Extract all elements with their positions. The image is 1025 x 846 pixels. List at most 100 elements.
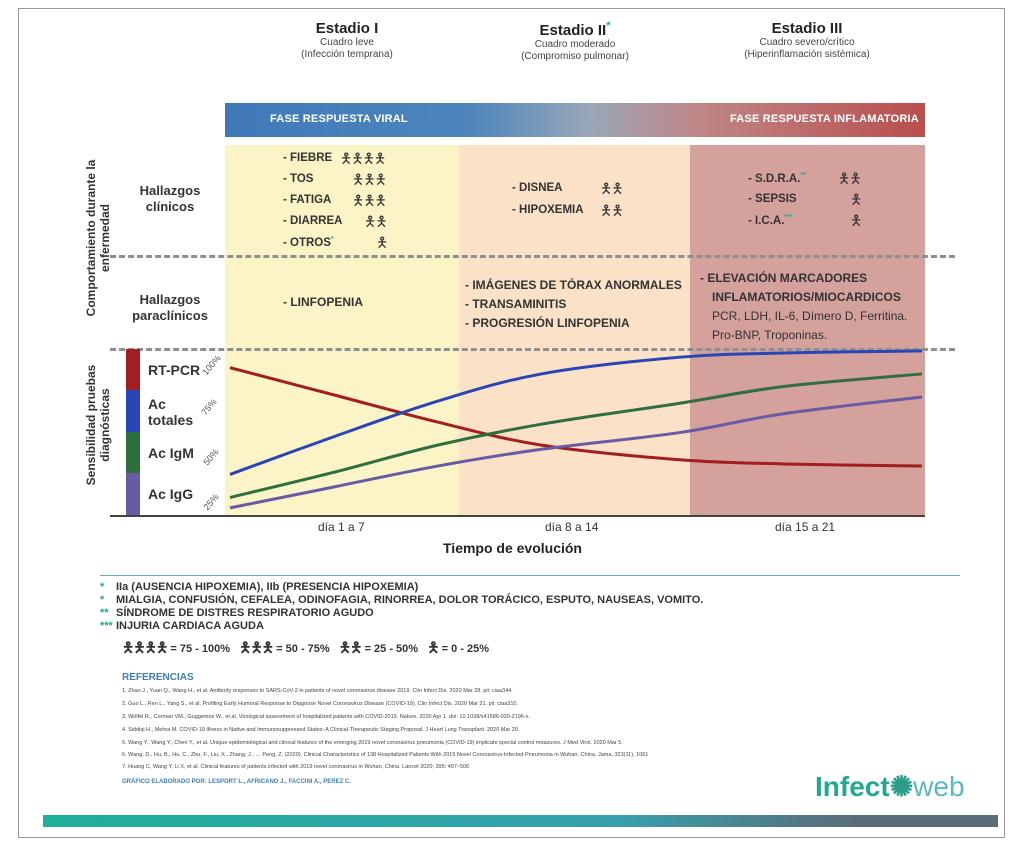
clinical-item: - FIEBRE (283, 152, 332, 164)
clinical-item-text: - OTROS (283, 236, 331, 249)
clinical-item-text: - SEPSIS (748, 193, 797, 205)
clinical-findings-label: Hallazgos clínicos (125, 183, 215, 215)
stage-subtitle: (Hiperinflamación sistémica) (744, 49, 870, 60)
clinical-item: - SEPSIS (748, 193, 797, 205)
test-label-ac-igg: Ac IgG (148, 486, 194, 502)
clinical-item-text: - TOS (283, 173, 314, 185)
infectoweb-logo[interactable]: Infect✺web (815, 770, 965, 803)
person-icons: 🯅 (427, 639, 439, 655)
clinical-item: - DISNEA (512, 182, 562, 194)
stage-1-column (225, 145, 459, 515)
legend-text: = 50 - 75% (276, 643, 330, 655)
reference-item: 6. Wang, D., Hu, B., Hu, C., Zhu, F., Li… (122, 752, 649, 758)
row-label-line: Hallazgos (139, 292, 201, 307)
person-icons: 🯅🯅🯅🯅 (340, 150, 386, 166)
footnote-mark: ** (100, 607, 109, 619)
person-icons: 🯅🯅 (838, 170, 862, 186)
person-icons: 🯅🯅 (600, 180, 624, 196)
footnote-text: SÍNDROME DE DISTRES RESPIRATORIO AGUDO (116, 607, 374, 619)
footnote-text: MIALGIA, CONFUSIÓN, CEFALEA, ODINOFAGIA,… (116, 594, 704, 606)
rt-pcr-swatch (126, 349, 140, 390)
legend-text: = 25 - 50% (364, 643, 419, 655)
test-label-ac-totales: Ac totales (148, 396, 194, 428)
clinical-item: - OTROS* (283, 236, 334, 249)
paraclinical-item: INFLAMATORIOS/MIOCARDICOS (712, 290, 901, 304)
paraclinical-item: - TRANSAMINITIS (465, 297, 567, 311)
row-divider (110, 255, 955, 258)
x-axis (110, 515, 925, 517)
stage-2-header: Estadio II* Cuadro moderado (Compromiso … (460, 20, 690, 63)
clinical-item-text: - FIEBRE (283, 152, 333, 164)
paraclinical-item: - LINFOPENIA (283, 295, 363, 309)
footnote-mark: ** (800, 172, 806, 179)
paraclinical-stage-1: - LINFOPENIA (283, 293, 363, 312)
row-label-line: Hallazgos (139, 183, 201, 198)
virus-icon: ✺ (889, 771, 914, 802)
logo-text: web (913, 771, 965, 802)
footnote: ** SÍNDROME DE DISTRES RESPIRATORIO AGUDO (100, 607, 374, 619)
paraclinical-item: - PROGRESIÓN LINFOPENIA (465, 316, 630, 330)
reference-item: 1. Zhao J., Yuan Q., Wang H., et al. Ant… (122, 688, 513, 694)
clinical-item: - S.D.R.A.** (748, 172, 806, 185)
test-label-ac-igm: Ac IgM (148, 445, 194, 461)
series-line-ac-igm (229, 372, 923, 499)
section-divider (100, 575, 960, 576)
series-line-ac-igg (229, 395, 923, 510)
x-tick-label: día 15 a 21 (775, 520, 836, 534)
stage-title: Estadio III (771, 20, 843, 37)
person-icons: 🯅🯅🯅 (352, 171, 387, 187)
paraclinical-item: Pro-BNP, Troponinas. (712, 328, 828, 342)
footnote-text: INJURIA CARDIACA AGUDA (116, 620, 264, 632)
stage-subtitle: (Compromiso pulmonar) (521, 51, 629, 62)
ac-igm-swatch (126, 432, 140, 473)
footnote-text: IIa (AUSENCIA HIPOXEMIA), IIb (PRESENCIA… (116, 581, 419, 593)
reference-item: 4. Siddiqi H., Mehra M. COVID-19 Illness… (122, 727, 520, 733)
phase-viral-label: FASE RESPUESTA VIRAL (270, 113, 408, 125)
person-icons: 🯅🯅 (338, 639, 363, 655)
clinical-item-text: - DISNEA (512, 182, 563, 194)
credit-line: GRÁFICO ELABORADO POR: LESPORT L., AFRIC… (122, 779, 351, 785)
clinical-item-text: - S.D.R.A. (748, 172, 801, 185)
paraclinical-item: PCR, LDH, IL-6, Dímero D, Ferritina. (712, 309, 908, 323)
stage-title: Estadio I (315, 20, 379, 37)
ac-totales-swatch (126, 390, 140, 432)
icon-legend: 🯅🯅🯅🯅 = 75 - 100% 🯅🯅🯅 = 50 - 75% 🯅🯅 = 25 … (122, 637, 489, 661)
row-divider (110, 348, 955, 351)
reference-item: 5. Wang Y., Wang Y., Chen Y., et al. Uni… (122, 740, 623, 746)
footnote-mark: *** (100, 620, 113, 632)
logo-text: Infect (815, 771, 890, 802)
legend-text: = 75 - 100% (170, 643, 230, 655)
footnote: * MIALGIA, CONFUSIÓN, CEFALEA, ODINOFAGIA… (100, 594, 703, 606)
references-title: REFERENCIAS (122, 672, 194, 683)
footnote-mark: * (100, 594, 105, 606)
test-label-rt-pcr: RT-PCR (148, 362, 201, 378)
paraclinical-item: - ELEVACIÓN MARCADORES (700, 271, 868, 285)
x-tick-label: día 8 a 14 (545, 520, 599, 534)
stage-3-header: Estadio III Cuadro severo/crítico (Hiper… (692, 20, 922, 61)
person-icons: 🯅 (850, 212, 862, 228)
person-icons: 🯅🯅🯅🯅 (122, 639, 168, 655)
footnote: *** INJURIA CARDIACA AGUDA (100, 620, 264, 632)
paraclinical-findings-label: Hallazgos paraclínicos (125, 292, 215, 324)
stage-title: Estadio II (539, 22, 607, 39)
ac-igg-swatch (126, 473, 140, 515)
x-axis-title: Tiempo de evolución (443, 540, 582, 556)
stage-subtitle: Cuadro moderado (534, 39, 616, 50)
legend-text: = 0 - 25% (441, 643, 490, 655)
clinical-item: - TOS (283, 173, 313, 185)
paraclinical-item: - IMÁGENES DE TÓRAX ANORMALES (465, 278, 682, 292)
clinical-item-text: - HIPOXEMIA (512, 204, 584, 216)
reference-item: 2. Guo L., Ren L., Yang S., et al. Profi… (122, 701, 518, 707)
series-line-rt-pcr (229, 366, 923, 468)
reference-item: 3. Wölfel R., Corman VM., Guggemos W., e… (122, 714, 531, 720)
footer-bar (43, 815, 998, 827)
stage-2-column (459, 145, 690, 515)
clinical-item-text: - FATIGA (283, 194, 332, 206)
paraclinical-stage-2: - IMÁGENES DE TÓRAX ANORMALES - TRANSAMI… (465, 276, 682, 333)
phase-band: FASE RESPUESTA VIRAL FASE RESPUESTA INFL… (225, 103, 925, 137)
clinical-item-text: - I.C.A. (748, 214, 785, 227)
clinical-item: - HIPOXEMIA (512, 204, 584, 216)
footnote-mark: * (100, 581, 105, 593)
person-icons: 🯅 (850, 191, 862, 207)
